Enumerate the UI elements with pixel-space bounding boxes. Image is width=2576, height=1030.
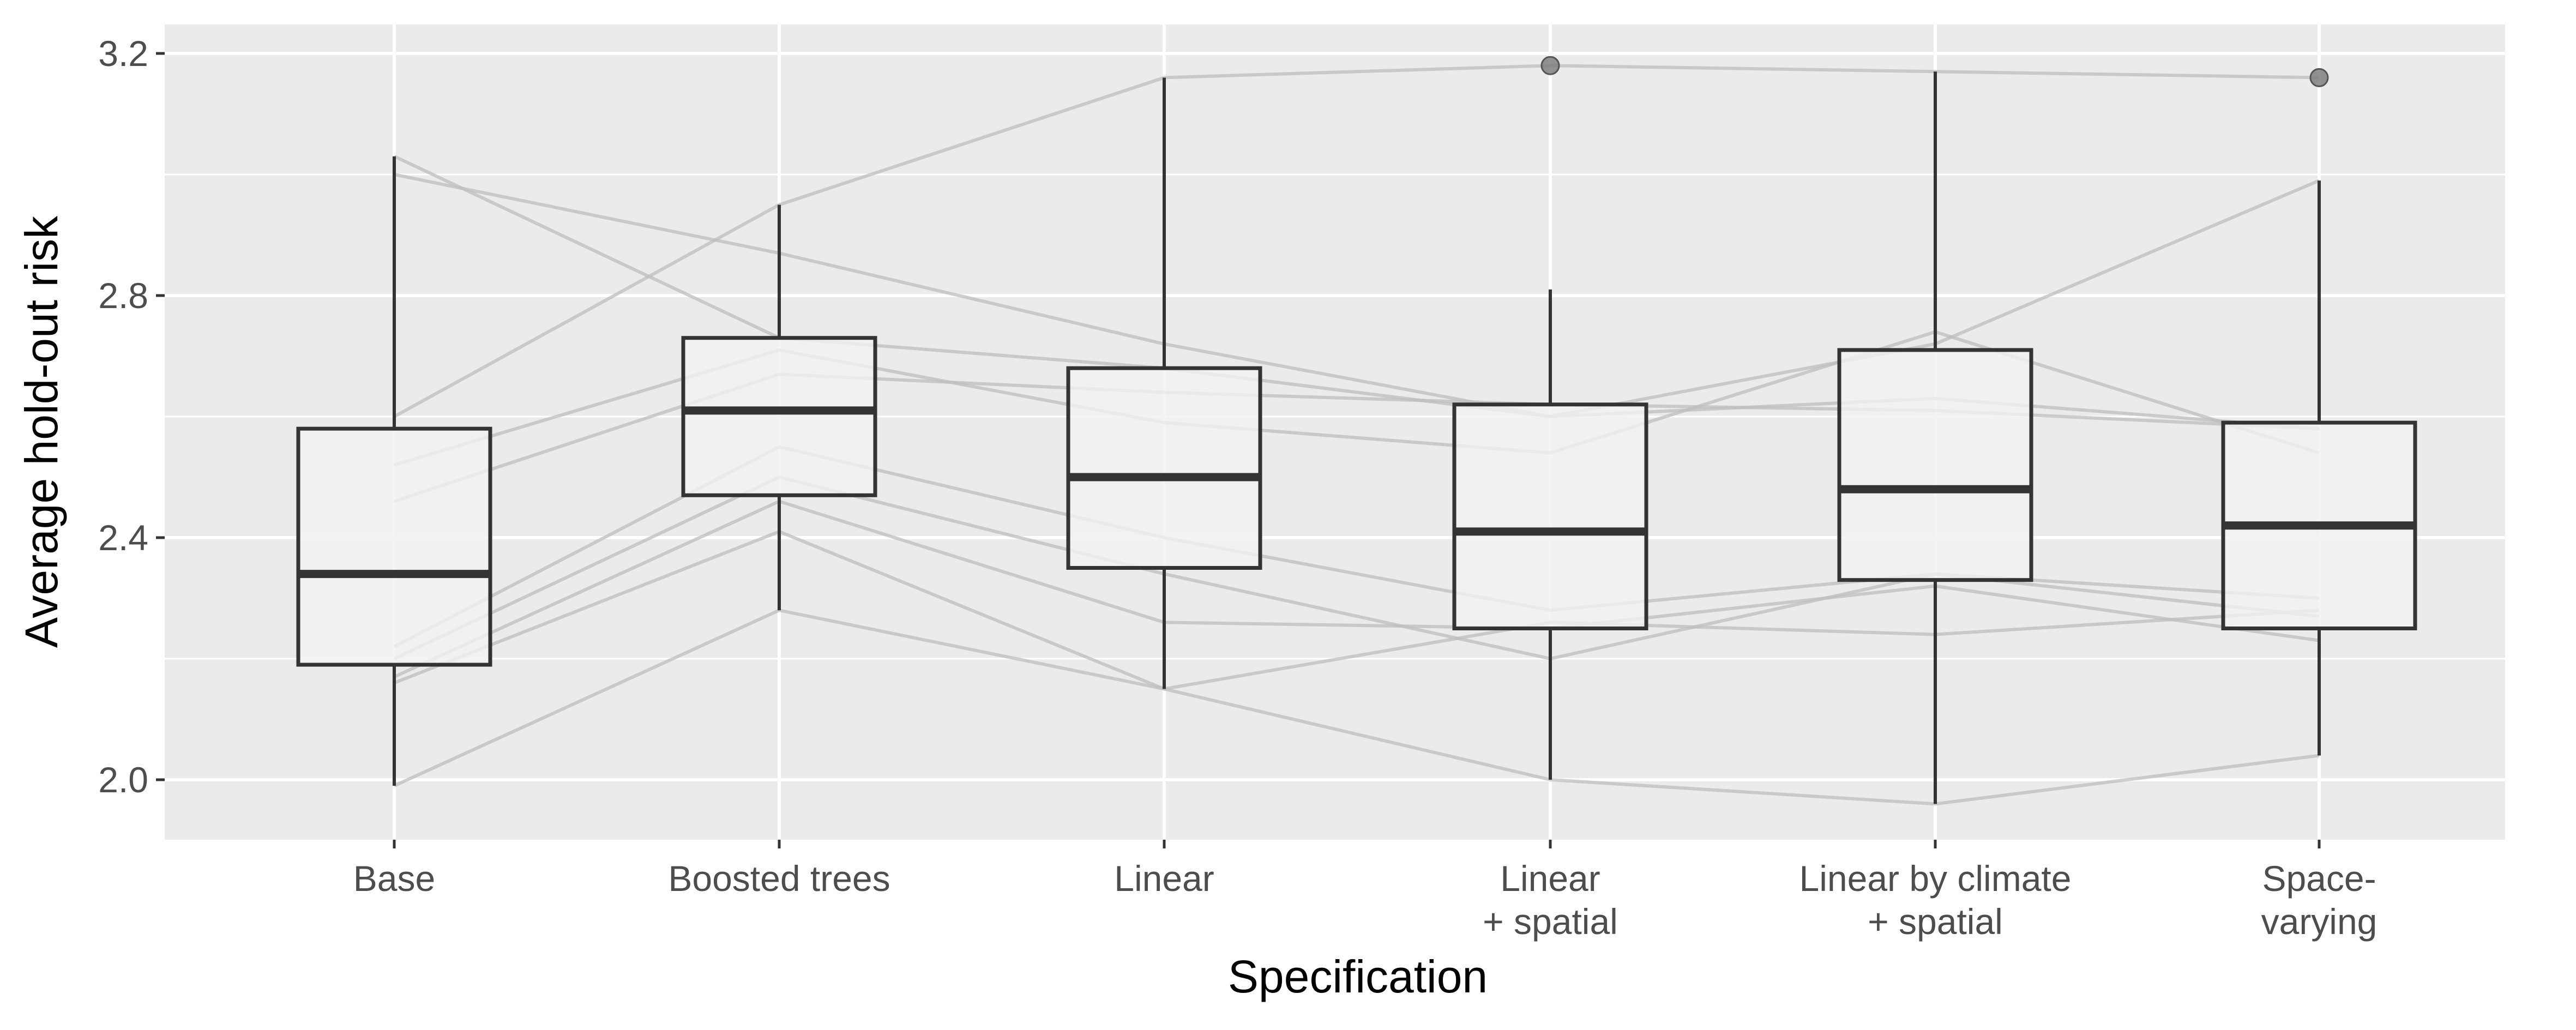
- x-tick-label: Base: [353, 858, 435, 899]
- x-axis-title: Specification: [1228, 951, 1488, 1002]
- x-tick-label-line: + spatial: [1868, 901, 2003, 942]
- boxplot: [1066, 77, 1262, 689]
- x-tick-label-line: Base: [353, 858, 435, 899]
- y-axis-title: Average hold-out risk: [16, 215, 67, 648]
- outlier-point: [2309, 68, 2329, 87]
- outliers: [1540, 56, 2329, 87]
- boxplot: [1837, 71, 2033, 804]
- x-tick-label: Boosted trees: [668, 858, 890, 899]
- x-tick-label-line: Boosted trees: [668, 858, 890, 899]
- x-tick-label: Linear + spatial: [1483, 858, 1618, 942]
- x-tick-label-line: + spatial: [1483, 901, 1618, 942]
- x-tick-label-line: Linear: [1114, 858, 1214, 899]
- y-tick-label: 2.8: [98, 275, 148, 316]
- boxplot: [296, 156, 492, 786]
- box-iqr: [681, 336, 877, 497]
- x-tick-label-line: Space-: [2262, 858, 2376, 899]
- specification-path: [393, 64, 2320, 418]
- box-iqr: [1837, 348, 2033, 582]
- boxplot: [2221, 180, 2417, 756]
- box-iqr: [1452, 402, 1648, 630]
- y-tick-label: 3.2: [98, 33, 148, 74]
- boxplot: [681, 204, 877, 611]
- y-tick-label: 2.0: [98, 760, 148, 800]
- y-axis-ticks: 2.0 2.4 2.8 3.2: [98, 33, 165, 800]
- x-tick-label-line: varying: [2261, 901, 2378, 942]
- plot-panel: [165, 25, 2505, 840]
- x-tick-label-line: Linear: [1500, 858, 1600, 899]
- specification-path: [393, 609, 2320, 806]
- outlier-point: [1540, 56, 1560, 75]
- boxplot: [1452, 289, 1648, 780]
- x-tick-label-line: Linear by climate: [1799, 858, 2072, 899]
- y-tick-label: 2.4: [98, 517, 148, 558]
- x-axis-ticks: Base Boosted trees Linear Linear + spatialLi…: [353, 840, 2378, 942]
- x-tick-label: Linear by climate + spatial: [1799, 858, 2072, 942]
- specification-path: [393, 529, 2320, 691]
- x-tick-label: Space-varying: [2261, 858, 2378, 942]
- specification-path: [393, 499, 2320, 679]
- box-iqr: [296, 426, 492, 667]
- boxplots: [296, 71, 2417, 804]
- box-iqr: [1066, 366, 1262, 570]
- x-tick-label: Linear: [1114, 858, 1214, 899]
